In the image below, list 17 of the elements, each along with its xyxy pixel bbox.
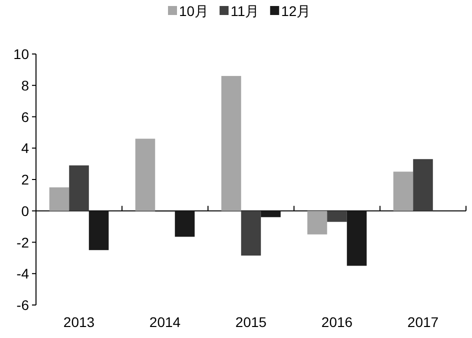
y-tick-label: 10 bbox=[13, 46, 30, 62]
legend-label: 12月 bbox=[281, 3, 311, 19]
x-tick-label: 2015 bbox=[235, 314, 267, 330]
y-tick-label: 6 bbox=[21, 108, 30, 125]
y-tick-label: -2 bbox=[16, 234, 30, 250]
x-tick-label: 2014 bbox=[149, 314, 181, 330]
x-tick-label: 2013 bbox=[63, 314, 95, 330]
y-tick-label: 2 bbox=[21, 172, 30, 188]
y-tick-label: 0 bbox=[21, 202, 30, 219]
legend-label: 11月 bbox=[230, 3, 260, 19]
y-tick-label: -4 bbox=[16, 266, 30, 282]
y-tick-label: 4 bbox=[21, 140, 30, 156]
legend-label: 10月 bbox=[179, 3, 209, 19]
x-tick-label: 2017 bbox=[407, 314, 439, 330]
y-tick-label: 8 bbox=[21, 77, 30, 94]
y-tick-label: -6 bbox=[16, 297, 30, 313]
x-tick-label: 2016 bbox=[321, 314, 353, 330]
